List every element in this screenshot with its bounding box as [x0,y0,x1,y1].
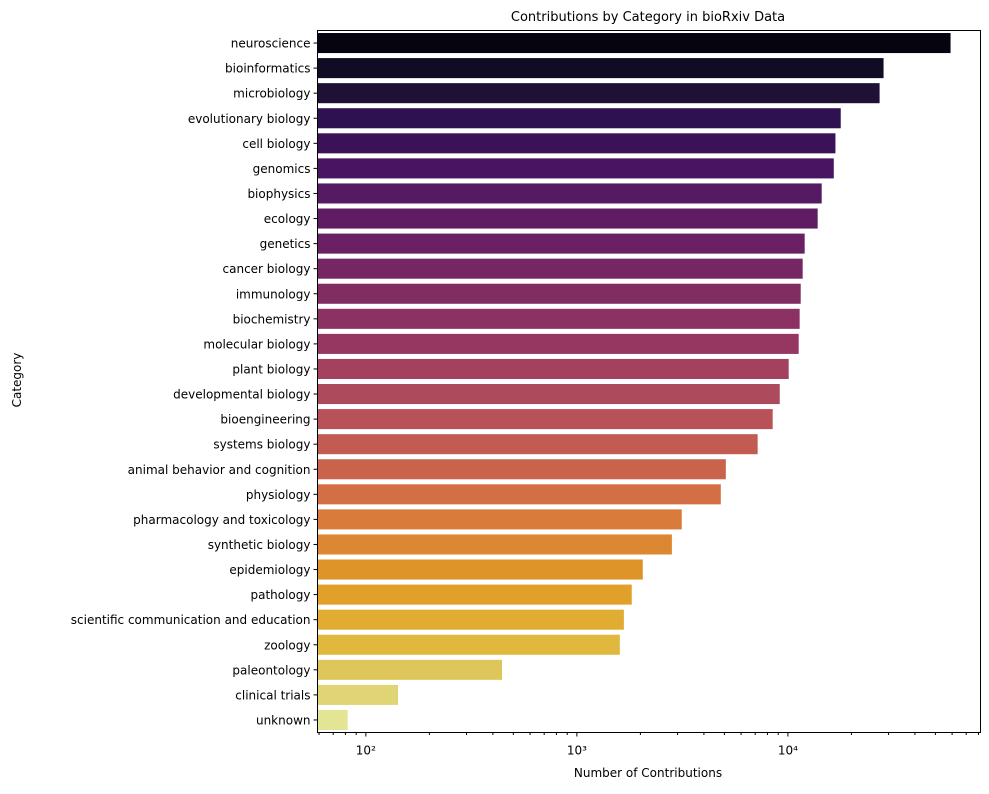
y-tick-label: cancer biology [223,262,311,276]
y-tick-label: immunology [236,287,311,301]
bar-genetics [317,233,805,254]
y-tick-labels: neuroscience bioinformatics microbiology ev… [71,37,318,727]
y-axis-label: Category [10,353,24,408]
y-tick-label: cell biology [242,137,310,151]
y-tick-label: biophysics [247,187,310,201]
y-tick-label: bioengineering [220,413,310,427]
x-axis-label: Number of Contributions [574,766,722,780]
bar-bioinformatics [317,58,884,79]
y-tick-label: pharmacology and toxicology [133,513,310,527]
bar-immunology [317,283,801,304]
y-tick-label: plant biology [232,362,310,376]
x-tick-label: 10⁴ [778,744,798,758]
y-tick-label: biochemistry [233,312,311,326]
bar-animal-behavior-and-cognition [317,459,726,480]
bar-scientific-communication-and-education [317,609,624,630]
bar-cancer-biology [317,258,803,279]
y-tick-label: animal behavior and cognition [128,463,311,477]
bar-genomics [317,158,834,179]
bar-molecular-biology [317,333,799,354]
y-tick-label: clinical trials [235,688,310,702]
x-tick-label: 10² [356,744,376,758]
bar-pharmacology-and-toxicology [317,509,682,530]
y-tick-label: developmental biology [173,388,310,402]
bar-pathology [317,584,632,605]
y-tick-label: bioinformatics [225,62,310,76]
bar-unknown [317,709,348,730]
bar-bioengineering [317,409,773,430]
bar-plant-biology [317,358,789,379]
y-tick-label: synthetic biology [208,538,311,552]
bar-biophysics [317,183,822,204]
y-tick-label: zoology [264,638,310,652]
bars-group [317,33,951,730]
bar-developmental-biology [317,384,780,405]
y-tick-label: scientific communication and education [71,613,311,627]
bar-physiology [317,484,721,505]
chart-title: Contributions by Category in bioRxiv Dat… [511,10,785,25]
y-tick-label: pathology [250,588,310,602]
y-tick-label: genomics [253,162,311,176]
bar-clinical-trials [317,684,398,705]
y-tick-label: systems biology [213,438,310,452]
y-tick-label: molecular biology [203,337,310,351]
y-tick-label: paleontology [232,663,310,677]
y-tick-label: ecology [264,212,311,226]
bar-paleontology [317,659,503,680]
y-tick-label: unknown [256,713,311,727]
bar-systems-biology [317,434,758,455]
bar-neuroscience [317,33,951,54]
y-tick-label: evolutionary biology [188,112,311,126]
bar-epidemiology [317,559,643,580]
y-tick-label: microbiology [233,87,310,101]
bar-zoology [317,634,620,655]
bar-synthetic-biology [317,534,672,555]
plot-frame [317,30,981,733]
y-tick-label: physiology [246,488,311,502]
y-tick-label: epidemiology [229,563,310,577]
y-tick-label: neuroscience [231,37,311,51]
bar-biochemistry [317,308,800,329]
bar-evolutionary-biology [317,108,841,129]
bar-ecology [317,208,818,229]
x-tick-labels: 10² 10³ 10⁴ [318,732,979,758]
bar-microbiology [317,83,880,104]
x-tick-label: 10³ [567,744,587,758]
bar-cell-biology [317,133,836,154]
y-tick-label: genetics [260,237,311,251]
